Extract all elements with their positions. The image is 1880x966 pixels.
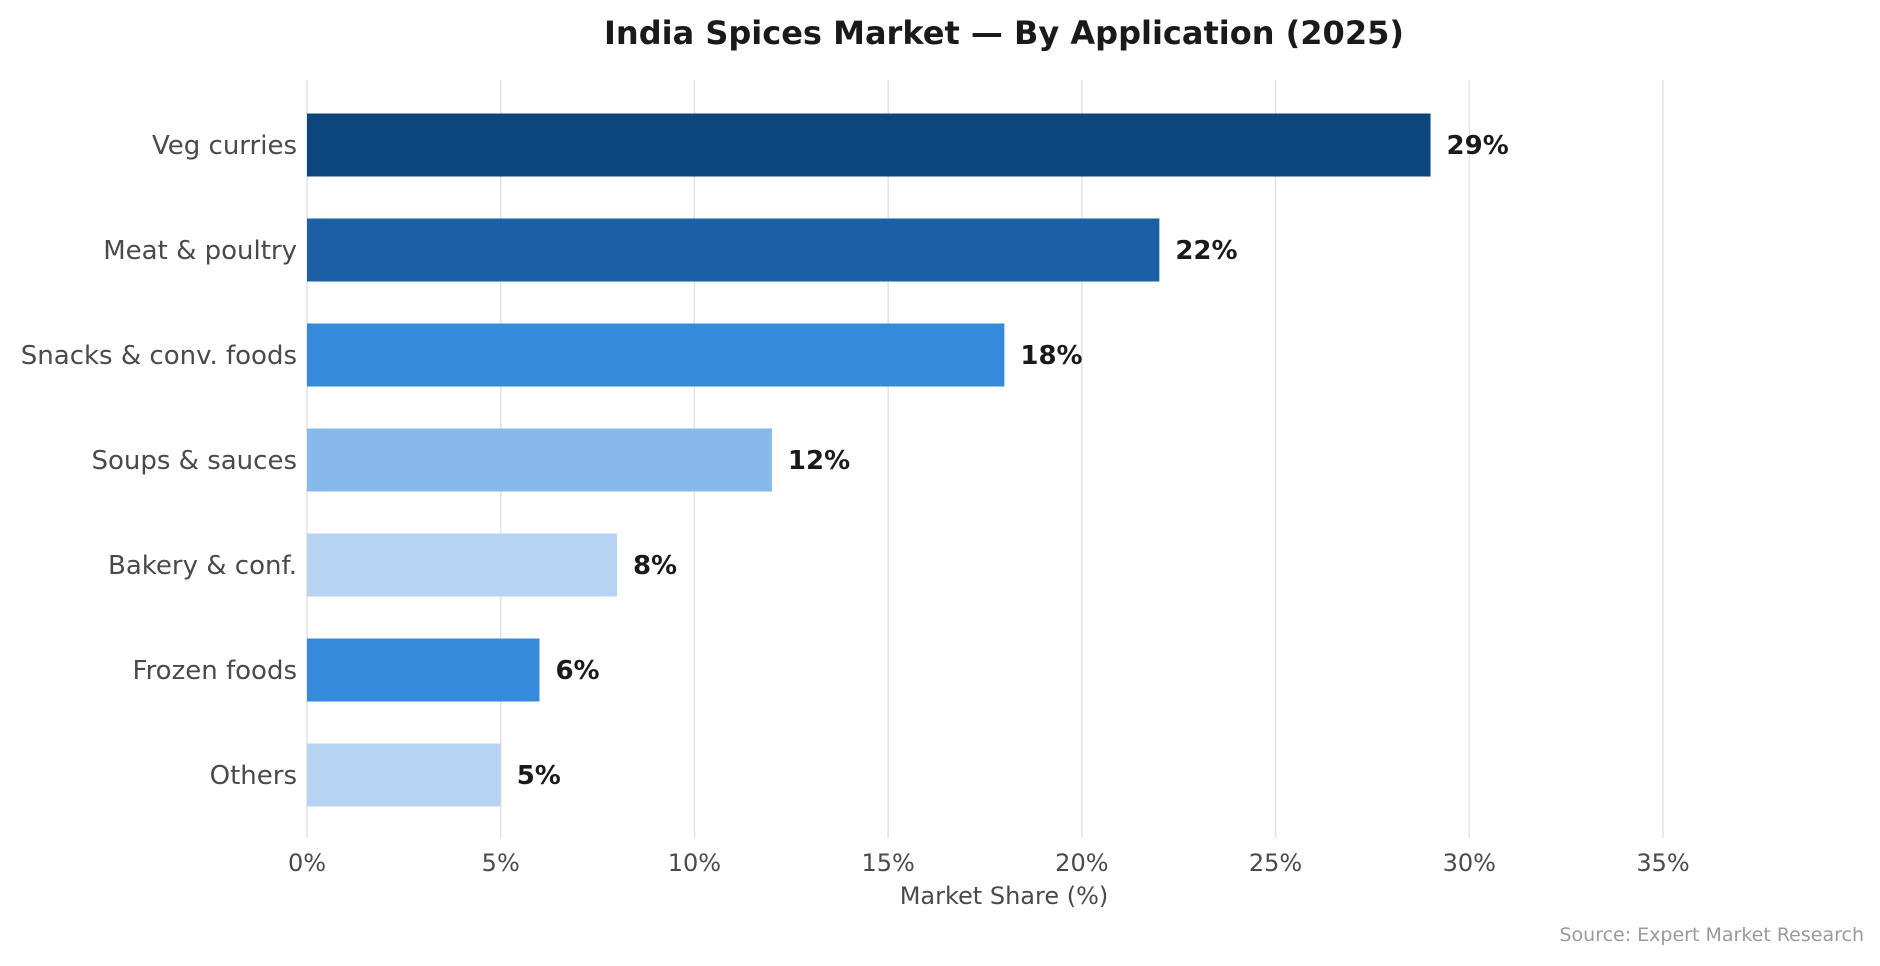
x-tick-label: 35% [1636,849,1689,877]
bar [307,428,772,492]
category-label: Soups & sauces [91,446,297,476]
bars [307,113,1431,807]
x-tick-label: 20% [1055,849,1108,877]
bar [307,533,617,597]
bar [307,638,540,702]
value-labels: 29% 22% 18% 12% 8% 6% 5% [517,131,1509,791]
category-label: Others [210,761,297,791]
category-label: Frozen foods [133,656,298,686]
data-label: 29% [1447,131,1509,161]
x-tick-label: 0% [288,849,326,877]
bar [307,323,1005,387]
data-label: 8% [633,551,677,581]
bar [307,218,1160,282]
data-label: 12% [788,446,850,476]
x-tick-label: 5% [482,849,520,877]
category-labels: Veg curries Meat & poultry Snacks & conv. … [21,131,297,791]
x-axis-label: Market Share (%) [900,882,1109,910]
category-label: Bakery & conf. [108,551,297,581]
chart-title: India Spices Market — By Application (20… [604,14,1404,52]
x-tick-label: 25% [1249,849,1302,877]
data-label: 6% [555,656,599,686]
category-label: Snacks & conv. foods [21,341,297,371]
x-tick-label: 15% [861,849,914,877]
category-label: Veg curries [152,131,297,161]
data-label: 5% [517,761,561,791]
bar [307,113,1431,177]
x-tick-labels: 0% 5% 10% 15% 20% 25% 30% 35% [288,849,1690,877]
x-tick-label: 10% [668,849,721,877]
x-tick-label: 30% [1443,849,1496,877]
data-label: 18% [1020,341,1082,371]
bar [307,743,501,807]
source-note: Source: Expert Market Research [1559,924,1864,946]
category-label: Meat & poultry [103,236,297,266]
data-label: 22% [1175,236,1237,266]
